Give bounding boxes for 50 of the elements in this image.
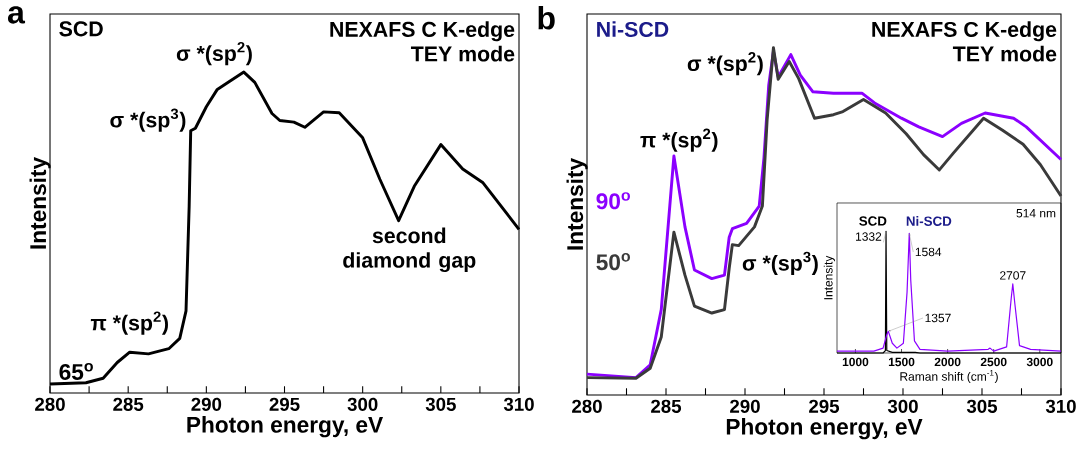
x-tick-label: 295 bbox=[269, 397, 300, 411]
annotation: σ *(sp$^{2}$) bbox=[176, 41, 252, 66]
text: Ni-SCD bbox=[597, 21, 669, 37]
x-tick-label: 305 bbox=[425, 397, 456, 411]
chart-title: NEXAFS C K-edge bbox=[330, 21, 515, 42]
y-axis-title: Intensity bbox=[29, 157, 51, 249]
chart-subtitle: TEY mode bbox=[952, 45, 1057, 62]
x-axis-title: Raman shift (cm$^{-1}$) bbox=[900, 370, 998, 384]
x-tick-label: 310 bbox=[503, 397, 534, 411]
y-axis-title: Intensity bbox=[566, 158, 588, 250]
x-tick-label: 2000 bbox=[934, 357, 961, 367]
series-label: 90$^{o}$ bbox=[596, 192, 630, 210]
annotation: π *(sp$^{2}$) bbox=[90, 311, 168, 335]
series-label: 50$^{o}$ bbox=[596, 253, 630, 271]
annotation: π *(sp$^{2}$) bbox=[640, 128, 718, 152]
x-tick-label: 1500 bbox=[888, 357, 915, 367]
x-axis-title: Photon energy, eV bbox=[726, 418, 923, 440]
text: SCD bbox=[59, 21, 103, 37]
x-tick-label: 285 bbox=[113, 397, 144, 411]
x-tick-label: 300 bbox=[347, 397, 378, 411]
y-axis-title: Intensity bbox=[823, 255, 835, 300]
series-label: SCD bbox=[859, 216, 887, 226]
x-tick-label: 300 bbox=[887, 399, 918, 413]
annotation: σ *(sp$^{2}$) bbox=[687, 52, 763, 76]
series-label: 65$^{o}$ bbox=[59, 362, 93, 381]
annotation: σ *(sp$^{3}$) bbox=[110, 108, 186, 132]
x-tick-label: 280 bbox=[35, 397, 65, 411]
text: a bbox=[8, 6, 26, 24]
annotation: 1584 bbox=[915, 247, 942, 257]
x-tick-label: 1000 bbox=[842, 357, 869, 367]
x-tick-label: 290 bbox=[730, 399, 760, 413]
annotation: σ *(sp$^{3}$) bbox=[742, 251, 818, 275]
annotation: 2707 bbox=[1000, 271, 1026, 280]
x-axis-title: Photon energy, eV bbox=[187, 416, 384, 438]
annotation: 1332 bbox=[856, 232, 882, 241]
x-tick-label: 290 bbox=[191, 397, 222, 411]
series-label: Ni-SCD bbox=[906, 216, 952, 226]
annotation: 1357 bbox=[925, 313, 951, 323]
x-tick-label: 3000 bbox=[1026, 357, 1053, 367]
x-tick-label: 305 bbox=[966, 399, 998, 413]
chart-subtitle: TEY mode bbox=[410, 45, 515, 62]
text: b bbox=[538, 6, 555, 30]
x-tick-label: 310 bbox=[1045, 399, 1076, 413]
x-tick-label: 285 bbox=[651, 399, 682, 413]
x-tick-label: 2500 bbox=[980, 357, 1007, 367]
annotation: second diamond gap bbox=[343, 227, 476, 273]
chart-title: NEXAFS C K-edge bbox=[872, 21, 1057, 42]
x-tick-label: 295 bbox=[809, 399, 840, 413]
x-tick-label: 280 bbox=[572, 399, 602, 413]
annotation: 514 nm bbox=[1016, 209, 1056, 218]
